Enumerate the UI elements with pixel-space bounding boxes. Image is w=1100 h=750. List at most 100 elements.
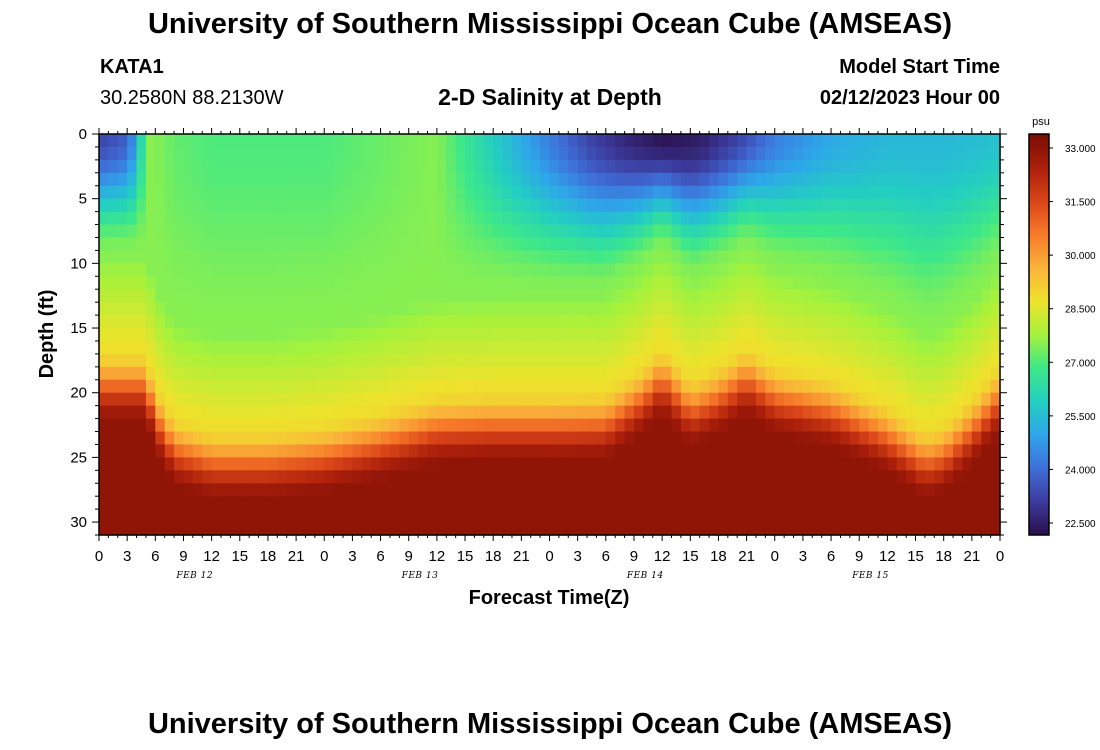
heatmap-cell [831, 328, 842, 342]
heatmap-cell [812, 328, 823, 342]
heatmap-cell [727, 263, 738, 277]
heatmap-cell [577, 276, 588, 290]
heatmap-cell [436, 250, 447, 264]
heatmap-cell [211, 366, 222, 381]
heatmap-cell [784, 470, 795, 484]
heatmap-cell [174, 509, 185, 523]
heatmap-cell [136, 431, 147, 446]
heatmap-cell [371, 224, 382, 239]
heatmap-cell [493, 418, 504, 433]
heatmap-cell [277, 444, 288, 458]
heatmap-cell [633, 315, 644, 329]
heatmap-cell [784, 457, 795, 471]
heatmap-cell [802, 457, 813, 471]
heatmap-cell [849, 366, 860, 381]
heatmap-cell [812, 418, 823, 433]
heatmap-cell [605, 146, 616, 161]
station-id: KATA1 [100, 56, 164, 78]
heatmap-cell [221, 392, 231, 407]
heatmap-cell [164, 457, 175, 471]
heatmap-cell [408, 198, 419, 213]
heatmap-cell [765, 379, 776, 394]
heatmap-cell [840, 379, 851, 394]
heatmap-cell [436, 418, 447, 433]
heatmap-cell [127, 289, 138, 303]
heatmap-cell [174, 211, 185, 226]
x-tick-label: 18 [260, 548, 277, 565]
heatmap-cell [652, 250, 663, 264]
heatmap-cell [831, 289, 842, 303]
heatmap-cell [953, 405, 964, 420]
heatmap-cell [596, 340, 607, 355]
heatmap-cell [934, 211, 945, 226]
heatmap-cell [408, 134, 419, 148]
heatmap-cell [765, 198, 776, 213]
heatmap-cell [624, 263, 635, 277]
heatmap-cell [587, 470, 598, 484]
heatmap-cell [314, 315, 325, 329]
heatmap-cell [164, 134, 175, 148]
heatmap-cell [765, 418, 776, 433]
heatmap-cell [540, 522, 551, 536]
heatmap-cell [662, 134, 673, 148]
heatmap-cell [615, 340, 626, 355]
heatmap-cell [680, 379, 691, 394]
heatmap-cell [802, 392, 813, 407]
heatmap-cell [915, 302, 926, 316]
heatmap-cell [699, 198, 710, 213]
heatmap-cell [511, 146, 522, 161]
heatmap-cell [380, 405, 391, 420]
heatmap-cell [361, 379, 372, 394]
heatmap-cell [802, 276, 813, 290]
heatmap-cell [971, 172, 982, 187]
heatmap-cell [164, 379, 175, 394]
heatmap-cell [455, 302, 466, 316]
heatmap-cell [343, 289, 354, 303]
heatmap-cell [981, 392, 992, 407]
heatmap-cell [305, 457, 316, 471]
heatmap-cell [906, 405, 917, 420]
heatmap-cell [343, 470, 354, 484]
heatmap-cell [962, 340, 973, 355]
heatmap-cell [624, 224, 635, 239]
heatmap-cell [746, 379, 757, 394]
heatmap-cell [746, 134, 757, 148]
heatmap-cell [737, 522, 748, 536]
heatmap-cell [718, 289, 729, 303]
heatmap-cell [821, 457, 832, 471]
heatmap-cell [953, 522, 964, 536]
heatmap-cell [418, 340, 429, 355]
y-tick-label: 30 [70, 514, 87, 531]
heatmap-cell [906, 470, 917, 484]
heatmap-cell [418, 457, 429, 471]
heatmap-cell [530, 237, 541, 252]
heatmap-cell [943, 379, 954, 394]
heatmap-cell [887, 418, 898, 433]
heatmap-cell [812, 405, 823, 420]
heatmap-cell [249, 198, 260, 213]
heatmap-cell [164, 470, 175, 484]
heatmap-cell [831, 470, 842, 484]
heatmap-cell [174, 392, 185, 407]
heatmap-cell [202, 457, 213, 471]
heatmap-cell [277, 159, 288, 174]
heatmap-cell [305, 224, 316, 239]
heatmap-cell [211, 224, 222, 239]
heatmap-cell [540, 366, 551, 381]
heatmap-cell [605, 315, 616, 329]
x-tick-label: 15 [231, 548, 248, 565]
heatmap-cell [709, 366, 720, 381]
heatmap-cell [934, 366, 945, 381]
heatmap-cell [502, 366, 513, 381]
heatmap-cell [849, 159, 860, 174]
heatmap-cell [558, 172, 569, 187]
heatmap-cell [202, 159, 213, 174]
heatmap-cell [267, 134, 278, 148]
heatmap-cell [605, 159, 616, 174]
heatmap-cell [239, 211, 250, 226]
heatmap-cell [868, 146, 879, 161]
heatmap-cell [521, 134, 532, 148]
heatmap-cell [230, 185, 241, 200]
heatmap-cell [718, 134, 729, 148]
heatmap-cell [652, 146, 663, 161]
